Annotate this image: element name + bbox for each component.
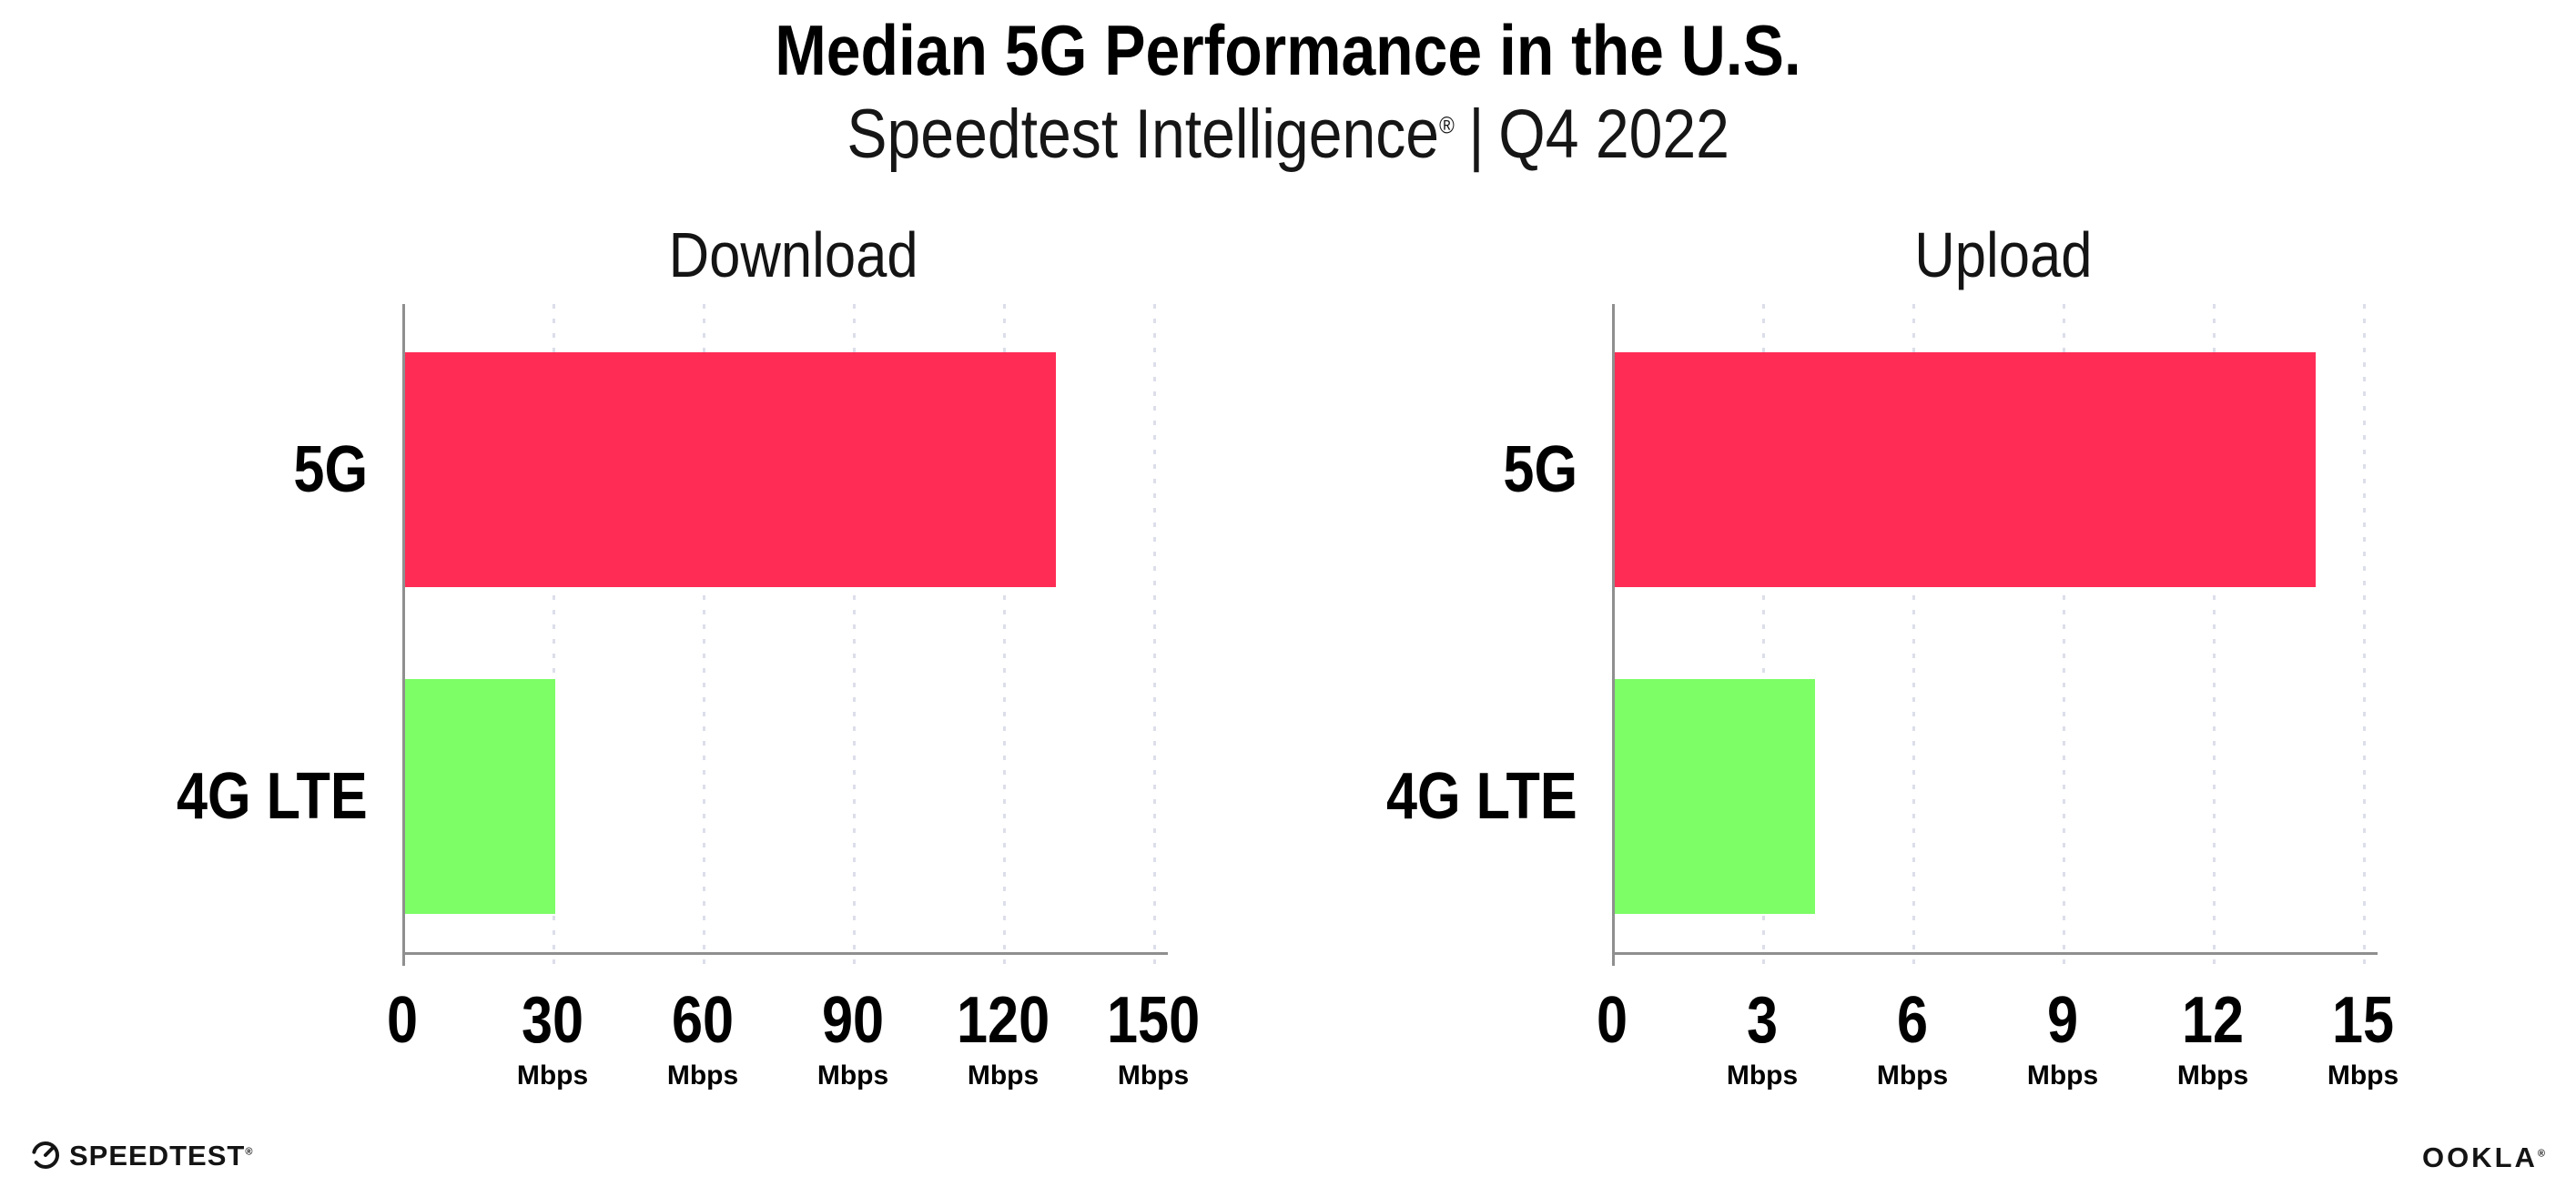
ookla-logo: OOKLA® [2422,1143,2545,1172]
page-subtitle: Speedtest Intelligence® | Q4 2022 [0,89,2576,180]
bar-5g [405,352,1056,587]
x-tick-15: 15 Mbps [2281,988,2445,1091]
speedtest-logo: SPEEDTEST® [30,1140,253,1171]
x-tick-value: 9 [2046,984,2079,1057]
x-tick-unit: Mbps [1726,1060,1799,1090]
gridline [2213,304,2216,965]
y-axis-line [1612,304,1615,966]
bar-4g-lte [405,679,555,914]
x-tick-value: 0 [386,984,419,1057]
x-tick-30: 30 Mbps [471,988,634,1091]
x-tick-value: 12 [2181,984,2245,1057]
subtitle-brand: Speedtest Intelligence [847,96,1439,173]
registered-mark: ® [245,1146,254,1158]
x-tick-90: 90 Mbps [771,988,935,1091]
x-tick-60: 60 Mbps [621,988,785,1091]
x-tick-3: 3 Mbps [1680,988,1844,1091]
category-label-5g: 5G [293,433,368,506]
gridline [2363,304,2366,965]
bar-5g [1615,352,2316,587]
x-tick-unit: Mbps [2327,1060,2399,1090]
category-label-4g-lte: 4G LTE [1386,760,1577,833]
registered-mark: ® [1438,111,1455,139]
x-tick-value: 90 [821,984,885,1057]
x-tick-value: 6 [1896,984,1929,1057]
download-chart: Download 5G 4G LTE 0 30 Mbps 60 Mbps 90 Mbps 12… [177,219,1200,1115]
x-tick-120: 120 Mbps [921,988,1085,1091]
ookla-wordmark: OOKLA [2421,1141,2538,1173]
x-tick-150: 150 Mbps [1071,988,1235,1091]
x-tick-6: 6 Mbps [1831,988,1994,1091]
x-tick-9: 9 Mbps [1981,988,2145,1091]
gridline [703,304,705,965]
x-tick-value: 0 [1596,984,1628,1057]
x-tick-unit: Mbps [816,1060,889,1090]
x-tick-0: 0 [320,988,484,1053]
gauge-icon [32,1141,59,1169]
gridline [2063,304,2065,965]
x-axis-ticks: 0 30 Mbps 60 Mbps 90 Mbps 120 Mbps 150 Mbps [387,988,1200,1115]
gridline [853,304,856,965]
x-axis-ticks: 0 3 Mbps 6 Mbps 9 Mbps 12 Mbps 15 Mbps [1597,988,2399,1115]
x-tick-value: 150 [1106,984,1201,1057]
x-tick-12: 12 Mbps [2131,988,2295,1091]
gridline [1003,304,1006,965]
category-label-4g-lte: 4G LTE [177,760,368,833]
x-tick-value: 15 [2331,984,2395,1057]
speedtest-wordmark: SPEEDTEST® [69,1139,254,1172]
plot-area [402,304,1168,966]
x-tick-value: 30 [521,984,584,1057]
gridline [1762,304,1765,965]
x-tick-unit: Mbps [516,1060,589,1090]
x-axis-line [1612,952,2378,955]
gridline [1153,304,1156,965]
subtitle-separator: | [1468,96,1485,173]
upload-chart: Upload 5G 4G LTE 0 3 Mbps 6 Mbps 9 Mbps 12 Mbps 1… [1210,0,2502,1197]
registered-mark: ® [2537,1148,2545,1160]
x-tick-unit: Mbps [666,1060,739,1090]
subtitle-period: Q4 2022 [1498,96,1729,173]
x-tick-unit: Mbps [1117,1060,1190,1090]
x-tick-unit: Mbps [2176,1060,2249,1090]
x-tick-value: 120 [956,984,1050,1057]
x-axis-line [402,952,1168,955]
page-title: Median 5G Performance in the U.S. [775,10,1801,90]
plot-area [1612,304,2378,966]
gridline [553,304,555,965]
x-tick-0: 0 [1530,988,1694,1053]
category-label-5g: 5G [1503,433,1577,506]
x-tick-unit: Mbps [967,1060,1040,1090]
chart-title-download: Download [669,219,918,290]
gridline [1912,304,1915,965]
x-tick-value: 3 [1746,984,1779,1057]
x-tick-unit: Mbps [2026,1060,2099,1090]
chart-title-upload: Upload [1914,219,2093,290]
bar-4g-lte [1615,679,1815,914]
y-axis-line [402,304,405,966]
x-tick-unit: Mbps [1876,1060,1949,1090]
x-tick-value: 60 [671,984,735,1057]
